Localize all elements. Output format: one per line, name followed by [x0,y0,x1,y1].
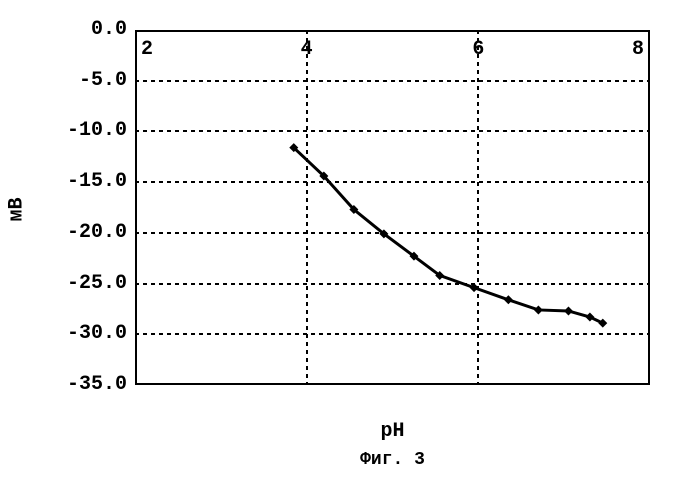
data-marker [598,319,607,328]
figure: 0.0-5.0-10.0-15.0-20.0-25.0-30.0-35.0 24… [0,0,681,500]
data-marker [564,306,573,315]
chart-series [0,0,681,500]
data-marker [470,283,479,292]
data-marker [534,305,543,314]
data-marker [504,295,513,304]
data-marker [585,313,594,322]
